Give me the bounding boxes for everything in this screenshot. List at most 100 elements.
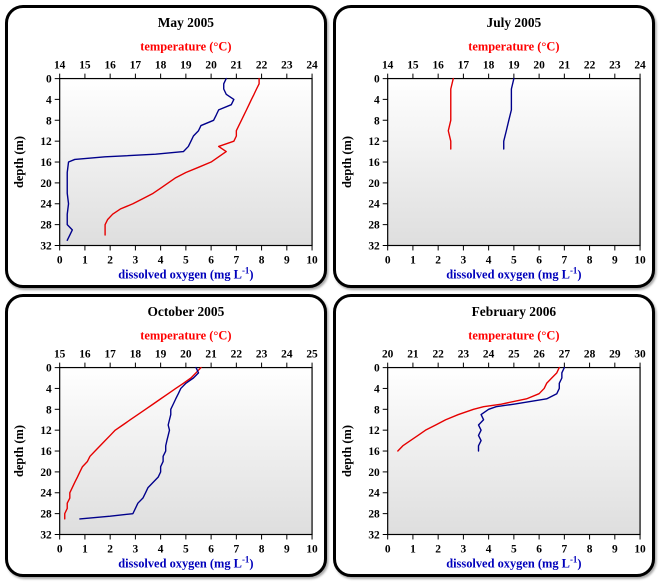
- chart-panel-may-2005: May 2005 temperature (°C) dissolved oxygen…: [5, 5, 327, 288]
- depth-profile-chart: October 2005 temperature (°C) dissolved ox…: [12, 304, 318, 570]
- do-tick-label: 4: [486, 255, 492, 267]
- depth-tick-label: 20: [368, 178, 380, 190]
- depth-tick-label: 16: [368, 157, 380, 169]
- temperature-axis-label: temperature (°C): [468, 40, 559, 54]
- do-tick-label: 9: [612, 255, 618, 267]
- do-tick-label: 9: [612, 544, 618, 556]
- temp-tick-label: 24: [281, 349, 293, 361]
- do-tick-label: 7: [561, 255, 567, 267]
- temp-tick-label: 18: [155, 60, 167, 72]
- plot-border: [59, 78, 313, 247]
- temp-tick-label: 21: [559, 60, 571, 72]
- temp-tick-label: 14: [54, 60, 66, 72]
- do-tick-label: 1: [82, 544, 88, 556]
- depth-tick-label: 8: [374, 116, 380, 128]
- temp-tick-label: 30: [634, 349, 646, 361]
- plot-area: [387, 78, 641, 246]
- do-tick-label: 7: [561, 544, 567, 556]
- temperature-axis-label: temperature (°C): [140, 40, 231, 54]
- do-tick-label: 5: [183, 544, 189, 556]
- depth-tick-label: 20: [368, 467, 380, 479]
- depth-tick-label: 28: [368, 509, 380, 521]
- temp-tick-label: 14: [382, 60, 394, 72]
- depth-tick-label: 16: [368, 446, 380, 458]
- do-tick-label: 1: [410, 255, 416, 267]
- temp-tick-label: 23: [609, 60, 621, 72]
- temp-tick-label: 26: [533, 349, 545, 361]
- temp-tick-label: 20: [205, 60, 217, 72]
- temp-tick-label: 17: [104, 349, 116, 361]
- do-tick-label: 6: [536, 544, 542, 556]
- do-tick-label: 4: [486, 544, 492, 556]
- temp-tick-label: 21: [231, 60, 243, 72]
- depth-tick-label: 8: [374, 405, 380, 417]
- do-tick-label: 4: [158, 544, 164, 556]
- do-tick-label: 6: [208, 544, 214, 556]
- do-tick-label: 10: [306, 544, 318, 556]
- chart-panel-february-2006: February 2006 temperature (°C) dissolved o…: [333, 294, 655, 577]
- temp-tick-label: 19: [155, 349, 167, 361]
- temp-tick-label: 20: [180, 349, 192, 361]
- do-tick-label: 2: [435, 255, 441, 267]
- temp-tick-label: 19: [508, 60, 520, 72]
- temp-tick-label: 29: [609, 349, 621, 361]
- temp-tick-label: 22: [584, 60, 596, 72]
- temp-tick-label: 24: [306, 60, 318, 72]
- temp-tick-label: 23: [281, 60, 293, 72]
- depth-tick-label: 4: [46, 95, 52, 107]
- depth-tick-label: 16: [40, 446, 52, 458]
- temp-tick-label: 17: [458, 60, 470, 72]
- depth-tick-label: 24: [368, 488, 380, 500]
- depth-tick-label: 4: [46, 384, 52, 396]
- do-tick-label: 1: [82, 255, 88, 267]
- plot-border: [59, 367, 313, 536]
- do-tick-label: 5: [511, 544, 517, 556]
- temp-tick-label: 15: [54, 349, 66, 361]
- do-tick-label: 6: [536, 255, 542, 267]
- do-tick-label: 2: [107, 544, 113, 556]
- temp-tick-label: 19: [180, 60, 192, 72]
- temp-tick-label: 27: [559, 349, 571, 361]
- depth-profile-chart: February 2006 temperature (°C) dissolved o…: [340, 304, 646, 571]
- do-tick-label: 3: [461, 255, 467, 267]
- temp-tick-label: 16: [104, 60, 116, 72]
- do-tick-label: 3: [133, 255, 139, 267]
- do-tick-label: 0: [57, 255, 63, 267]
- depth-tick-label: 32: [368, 530, 380, 542]
- depth-tick-label: 32: [368, 241, 380, 253]
- temperature-series: [64, 367, 202, 520]
- temp-tick-label: 16: [79, 349, 91, 361]
- do-tick-label: 2: [107, 255, 113, 267]
- do-tick-label: 4: [158, 255, 164, 267]
- do-tick-label: 5: [183, 255, 189, 267]
- do-tick-label: 10: [634, 544, 646, 556]
- depth-tick-label: 4: [374, 384, 380, 396]
- temp-tick-label: 22: [432, 349, 444, 361]
- depth-tick-label: 0: [46, 74, 52, 86]
- chart-title: May 2005: [158, 15, 215, 30]
- temp-tick-label: 18: [483, 60, 495, 72]
- temp-tick-label: 15: [79, 60, 91, 72]
- temp-tick-label: 24: [634, 60, 646, 72]
- chart-title: October 2005: [147, 304, 224, 319]
- plot-area: [59, 367, 313, 535]
- depth-tick-label: 0: [374, 363, 380, 375]
- depth-tick-label: 0: [374, 74, 380, 86]
- do-tick-label: 5: [511, 255, 517, 267]
- temp-tick-label: 15: [407, 60, 419, 72]
- do-tick-label: 8: [587, 544, 593, 556]
- temp-tick-label: 20: [382, 349, 394, 361]
- depth-tick-label: 32: [40, 530, 52, 542]
- do-tick-label: 9: [284, 255, 290, 267]
- depth-tick-label: 8: [46, 405, 52, 417]
- temperature-series: [104, 78, 260, 237]
- temperature-axis-label: temperature (°C): [468, 329, 559, 343]
- do-tick-label: 6: [208, 255, 214, 267]
- do-tick-label: 9: [284, 544, 290, 556]
- do-tick-label: 10: [306, 255, 318, 267]
- chart-title: February 2006: [472, 304, 557, 319]
- dissolved-oxygen-axis-label: dissolved oxygen (mg L-1): [446, 555, 581, 571]
- depth-tick-label: 12: [368, 425, 380, 437]
- depth-tick-label: 16: [40, 157, 52, 169]
